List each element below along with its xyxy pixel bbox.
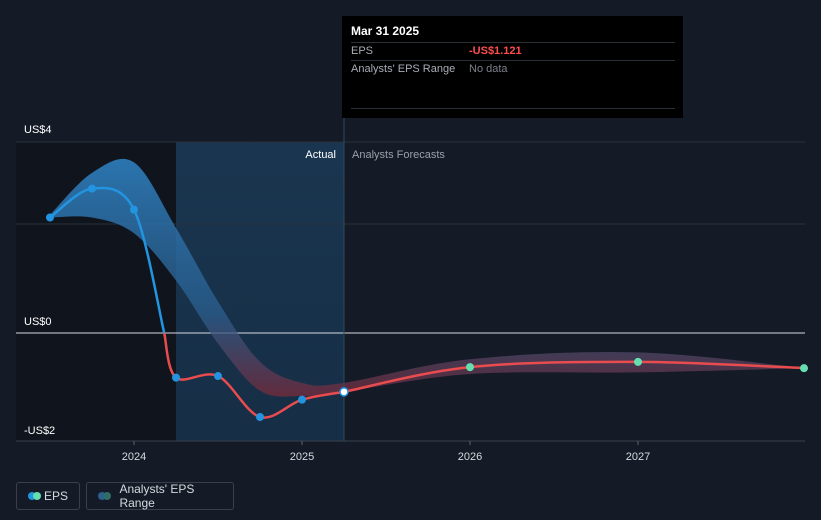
eps-range-band xyxy=(50,158,806,397)
forecast-point[interactable] xyxy=(800,364,808,373)
y-tick-label: US$4 xyxy=(24,124,52,136)
eps-point[interactable] xyxy=(88,184,96,193)
eps-point[interactable] xyxy=(256,413,264,421)
forecast-label: Analysts Forecasts xyxy=(352,149,445,161)
eps-point-highlight[interactable] xyxy=(339,387,349,397)
tooltip-eps-value: -US$1.121 xyxy=(469,45,522,57)
legend-range-label: Analysts' EPS Range xyxy=(119,482,195,510)
x-tick-label: 2025 xyxy=(290,451,314,463)
tooltip-eps-label: EPS xyxy=(351,45,374,57)
tooltip-range-row: Analysts' EPS Range No data xyxy=(351,60,675,78)
tooltip-eps-row: EPS -US$1.121 xyxy=(351,42,675,60)
eps-point[interactable] xyxy=(130,205,138,214)
legend-eps-range[interactable]: Analysts' EPS Range xyxy=(86,482,234,510)
tooltip-range-value: No data xyxy=(469,63,508,75)
actual-label: Actual xyxy=(305,149,336,161)
x-tick-label: 2027 xyxy=(626,451,650,463)
eps-line-positive xyxy=(49,186,166,334)
eps-point[interactable] xyxy=(172,373,180,382)
eps-point[interactable] xyxy=(46,213,54,222)
tooltip: Mar 31 2025 EPS -US$1.121 Analysts' EPS … xyxy=(342,16,683,118)
forecast-point[interactable] xyxy=(634,357,642,366)
gridlines xyxy=(16,141,805,442)
forecast-point[interactable] xyxy=(466,363,474,372)
x-tick-label: 2026 xyxy=(458,451,482,463)
eps-points xyxy=(46,184,808,421)
y-tick-label: -US$2 xyxy=(24,425,55,437)
tooltip-date: Mar 31 2025 xyxy=(351,24,420,38)
tooltip-range-label: Analysts' EPS Range xyxy=(351,63,456,75)
eps-point[interactable] xyxy=(298,395,306,404)
eps-legend-icon xyxy=(28,491,41,501)
axis-ticks: US$4 US$0 -US$2 2024 2025 2026 2027 xyxy=(24,124,650,463)
eps-point[interactable] xyxy=(214,372,222,381)
x-tick-label: 2024 xyxy=(122,451,146,463)
eps-forecast-line xyxy=(343,360,807,394)
legend-eps-label: EPS xyxy=(43,489,68,503)
tooltip-divider xyxy=(351,108,675,109)
range-legend-icon xyxy=(98,491,112,501)
y-tick-label: US$0 xyxy=(24,316,52,328)
legend-eps[interactable]: EPS xyxy=(16,482,80,510)
